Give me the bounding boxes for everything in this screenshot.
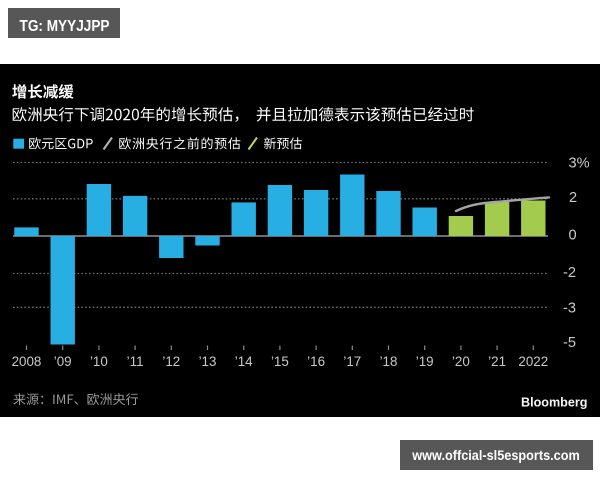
svg-text:’15: ’15 — [271, 354, 289, 369]
svg-text:Bloomberg: Bloomberg — [521, 396, 587, 410]
svg-text:2: 2 — [569, 190, 577, 206]
svg-text:2008: 2008 — [12, 354, 42, 369]
svg-text:’16: ’16 — [307, 354, 325, 369]
svg-text:0: 0 — [569, 228, 577, 244]
svg-text:TG: MYYJJPP: TG: MYYJJPP — [20, 18, 110, 35]
svg-text:’12: ’12 — [162, 354, 180, 369]
svg-text:’21: ’21 — [488, 354, 506, 369]
svg-text:’09: ’09 — [54, 354, 72, 369]
svg-text:’11: ’11 — [127, 354, 144, 369]
svg-text:2022: 2022 — [518, 354, 548, 369]
svg-text:-2: -2 — [563, 265, 576, 281]
svg-text:’18: ’18 — [380, 354, 398, 369]
svg-text:’20: ’20 — [452, 354, 470, 369]
svg-text:-3: -3 — [563, 301, 576, 317]
svg-text:3%: 3% — [569, 156, 590, 172]
svg-text:’14: ’14 — [235, 354, 253, 369]
svg-text:’10: ’10 — [90, 354, 108, 369]
svg-text:-5: -5 — [563, 335, 576, 351]
svg-text:’17: ’17 — [343, 354, 361, 369]
svg-text:’19: ’19 — [416, 354, 434, 369]
svg-text:www.offcial-sl5esports.com: www.offcial-sl5esports.com — [411, 447, 579, 463]
svg-text:’13: ’13 — [199, 354, 217, 369]
